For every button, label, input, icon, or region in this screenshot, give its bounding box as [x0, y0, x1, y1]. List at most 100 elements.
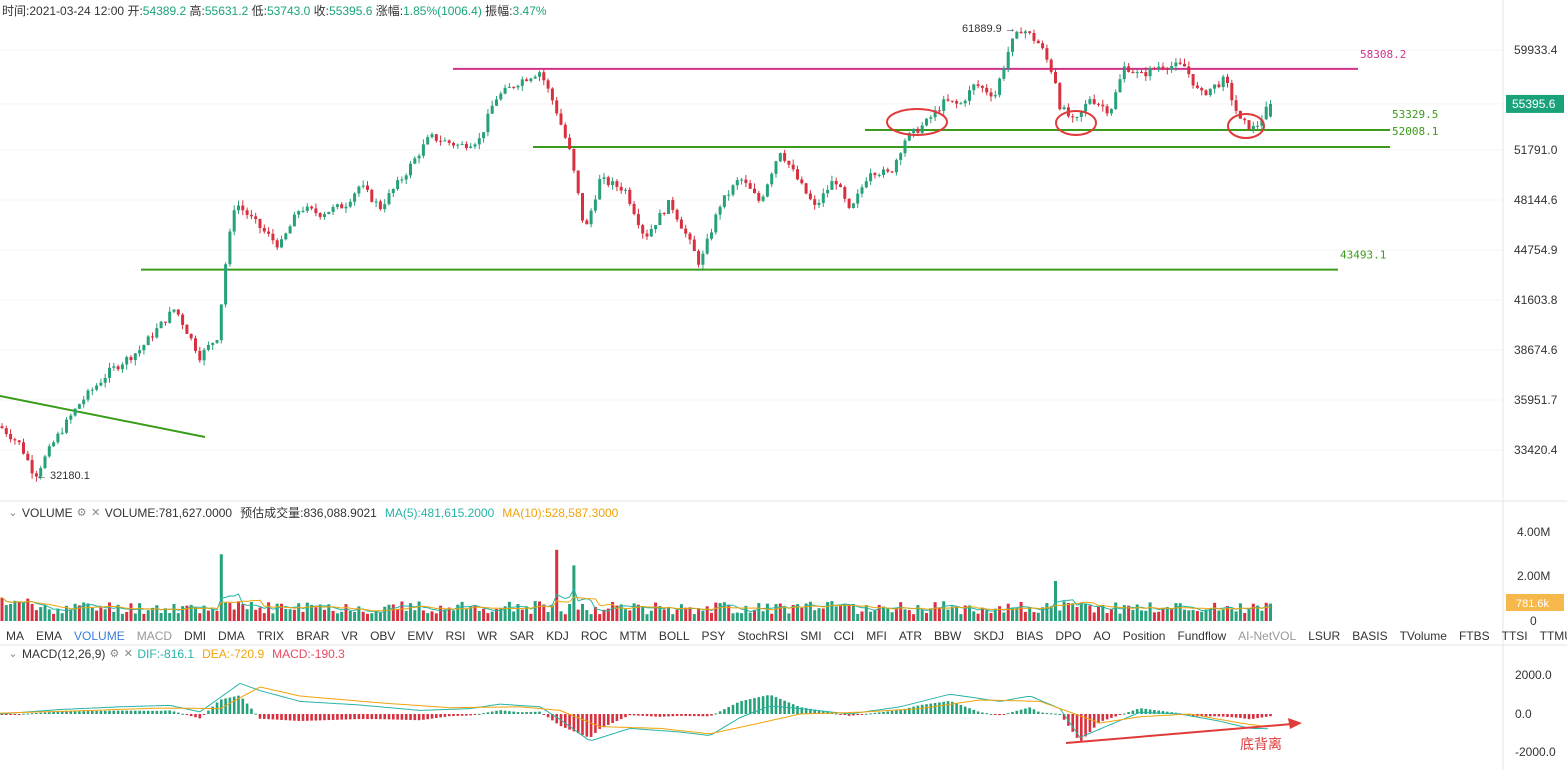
candle-body: [1174, 62, 1178, 67]
macd-hist-bar: [1114, 714, 1117, 717]
indicator-tab-dpo[interactable]: DPO: [1055, 629, 1082, 643]
indicator-tab-emv[interactable]: EMV: [407, 629, 434, 643]
candle-body: [1097, 103, 1100, 105]
indicator-tab-trix[interactable]: TRIX: [256, 629, 285, 643]
macd-hist-bar: [460, 714, 464, 716]
indicator-tab-dmi[interactable]: DMI: [184, 629, 207, 643]
candle-body: [568, 137, 572, 149]
volume-tick-label: 4.00M: [1517, 525, 1550, 539]
indicator-tab-wr[interactable]: WR: [477, 629, 498, 643]
candle-body: [1204, 90, 1208, 96]
macd-hist-bar: [916, 705, 920, 714]
candle-body: [202, 349, 206, 361]
indicator-tab-boll[interactable]: BOLL: [658, 629, 690, 643]
macd-hist-bar: [69, 711, 73, 714]
candle-body: [714, 214, 718, 233]
candle-body: [516, 85, 520, 88]
volume-bar: [499, 607, 503, 621]
macd-hist-bar: [817, 710, 821, 714]
chevron-down-icon[interactable]: ⌄: [8, 506, 18, 519]
indicator-tab-atr[interactable]: ATR: [898, 629, 923, 643]
candle-body: [99, 382, 103, 386]
volume-bar: [241, 604, 245, 621]
indicator-tab-ema[interactable]: EMA: [36, 629, 63, 643]
macd-hist-bar: [766, 695, 769, 714]
indicator-tab-macd[interactable]: MACD: [136, 629, 173, 643]
candle-body: [129, 357, 133, 361]
macd-tick-label: -2000.0: [1515, 745, 1556, 759]
indicator-tab-ma[interactable]: MA: [6, 629, 24, 643]
candle-body: [400, 179, 404, 181]
indicator-tab-mtm[interactable]: MTM: [619, 629, 647, 643]
volume-bar: [1058, 610, 1062, 621]
indicator-tab-vr[interactable]: VR: [341, 629, 359, 643]
chevron-down-icon[interactable]: ⌄: [8, 648, 18, 660]
indicator-tab-psy[interactable]: PSY: [701, 629, 726, 643]
indicator-tab-tvolume[interactable]: TVolume: [1399, 629, 1447, 643]
indicator-tab-sar[interactable]: SAR: [509, 629, 535, 643]
indicator-tab-skdj[interactable]: SKDJ: [973, 629, 1005, 643]
close-icon[interactable]: ✕: [91, 506, 101, 519]
indicator-tab-ftbs[interactable]: FTBS: [1458, 629, 1490, 643]
candle-body: [340, 204, 344, 209]
indicator-tab-brar[interactable]: BRAR: [296, 629, 330, 643]
macd-hist-bar: [340, 714, 343, 720]
candle-body: [576, 170, 580, 194]
candle-body: [1054, 71, 1057, 84]
volume-bar: [1183, 609, 1186, 621]
close-icon[interactable]: ✕: [123, 648, 133, 660]
indicator-tab-bias[interactable]: BIAS: [1016, 629, 1044, 643]
candle-body: [206, 344, 210, 350]
candle-body: [133, 353, 137, 361]
indicator-tab-ai-netvol[interactable]: AI-NetVOL: [1238, 629, 1297, 643]
indicator-tab-smi[interactable]: SMI: [800, 629, 822, 643]
indicator-tab-fundflow[interactable]: Fundflow: [1177, 629, 1227, 643]
gear-icon[interactable]: ⚙: [109, 648, 120, 660]
macd-hist-bar: [912, 706, 915, 714]
indicator-tab-volume[interactable]: VOLUME: [74, 629, 125, 643]
indicator-tab-lsur[interactable]: LSUR: [1308, 629, 1341, 643]
indicator-tab-kdj[interactable]: KDJ: [546, 629, 569, 643]
candle-body: [1183, 63, 1186, 67]
indicator-tab-obv[interactable]: OBV: [370, 629, 396, 643]
candle-body: [744, 179, 748, 184]
indicator-tab-basis[interactable]: BASIS: [1352, 629, 1388, 643]
indicator-tab-position[interactable]: Position: [1122, 629, 1166, 643]
indicator-tab-mfi[interactable]: MFI: [866, 629, 887, 643]
volume-bar: [292, 609, 296, 621]
macd-hist-bar: [129, 710, 133, 714]
indicator-tab-ttsi[interactable]: TTSI: [1501, 629, 1528, 643]
volume-bar: [82, 602, 86, 621]
candle-body: [1088, 99, 1092, 104]
candle-body: [383, 204, 387, 210]
indicator-tab-dma[interactable]: DMA: [218, 629, 245, 643]
indicator-tab-stochrsi[interactable]: StochRSI: [737, 629, 789, 643]
macd-hist-bar: [787, 702, 791, 714]
indicator-tab-ao[interactable]: AO: [1093, 629, 1111, 643]
indicator-tab-cci[interactable]: CCI: [833, 629, 855, 643]
volume-bar: [1256, 605, 1260, 621]
indicator-tab-roc[interactable]: ROC: [580, 629, 608, 643]
volume-bar: [1217, 610, 1221, 621]
volume-bar: [955, 606, 959, 621]
macd-hist-bar: [1131, 710, 1135, 714]
volume-bar: [959, 614, 963, 621]
volume-bar: [1075, 607, 1079, 621]
indicator-tab-bbw[interactable]: BBW: [934, 629, 962, 643]
gear-icon[interactable]: ⚙: [76, 506, 87, 519]
macd-hist-bar: [607, 714, 610, 725]
candle-body: [856, 193, 860, 204]
candle-body: [30, 460, 34, 474]
macd-hist-bar: [753, 698, 756, 714]
candle-body: [297, 211, 301, 215]
candle-body: [460, 143, 464, 145]
indicator-tab-ttmu[interactable]: TTMU: [1539, 629, 1567, 643]
candle-body: [469, 146, 473, 148]
volume-bar: [907, 610, 911, 621]
macd-hist-bar: [946, 701, 950, 714]
volume-bar: [1011, 608, 1014, 621]
indicator-tab-rsi[interactable]: RSI: [445, 629, 466, 643]
candle-body: [473, 144, 477, 147]
volume-bar: [1251, 603, 1255, 621]
